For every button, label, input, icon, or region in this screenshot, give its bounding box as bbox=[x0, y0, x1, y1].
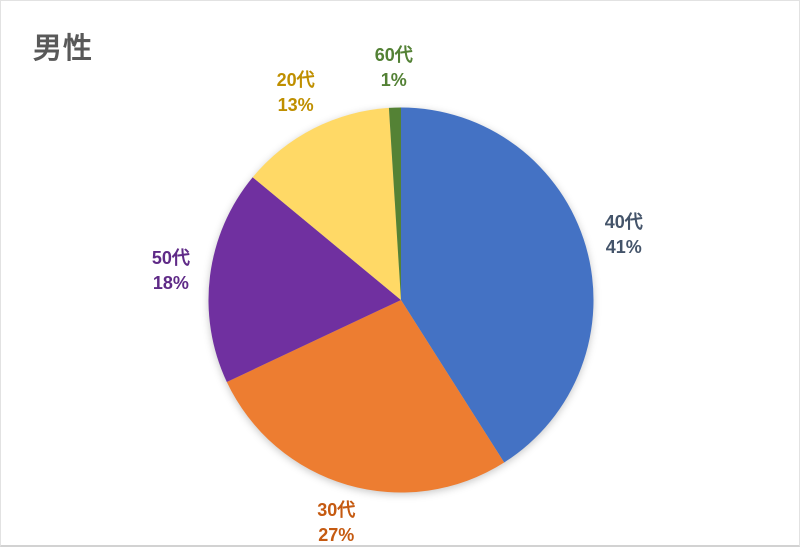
pie-slice-50代 bbox=[208, 177, 401, 382]
data-label-category: 30代 bbox=[317, 499, 356, 520]
pie-slice-40代 bbox=[401, 107, 594, 463]
data-label-60代: 60代 1% bbox=[375, 43, 413, 93]
data-label-percent: 41% bbox=[605, 237, 642, 258]
data-label-40代: 40代 41% bbox=[605, 210, 643, 260]
pie-slice-60代 bbox=[388, 107, 401, 300]
data-label-percent: 18% bbox=[152, 272, 189, 293]
data-label-30代: 30代 27% bbox=[317, 498, 356, 545]
data-label-category: 60代 bbox=[374, 45, 413, 66]
data-label-category: 20代 bbox=[276, 70, 315, 91]
data-label-percent: 27% bbox=[318, 524, 355, 545]
pie-slice-30代 bbox=[226, 300, 505, 493]
data-label-percent: 1% bbox=[380, 70, 407, 91]
pie-slice-20代 bbox=[252, 107, 401, 300]
data-label-percent: 13% bbox=[277, 95, 314, 116]
data-label-category: 40代 bbox=[604, 212, 643, 233]
data-label-50代: 50代 18% bbox=[152, 246, 190, 296]
data-label-category: 50代 bbox=[151, 247, 190, 268]
data-label-20代: 20代 13% bbox=[277, 68, 315, 118]
chart-title: 男性 bbox=[33, 33, 94, 65]
